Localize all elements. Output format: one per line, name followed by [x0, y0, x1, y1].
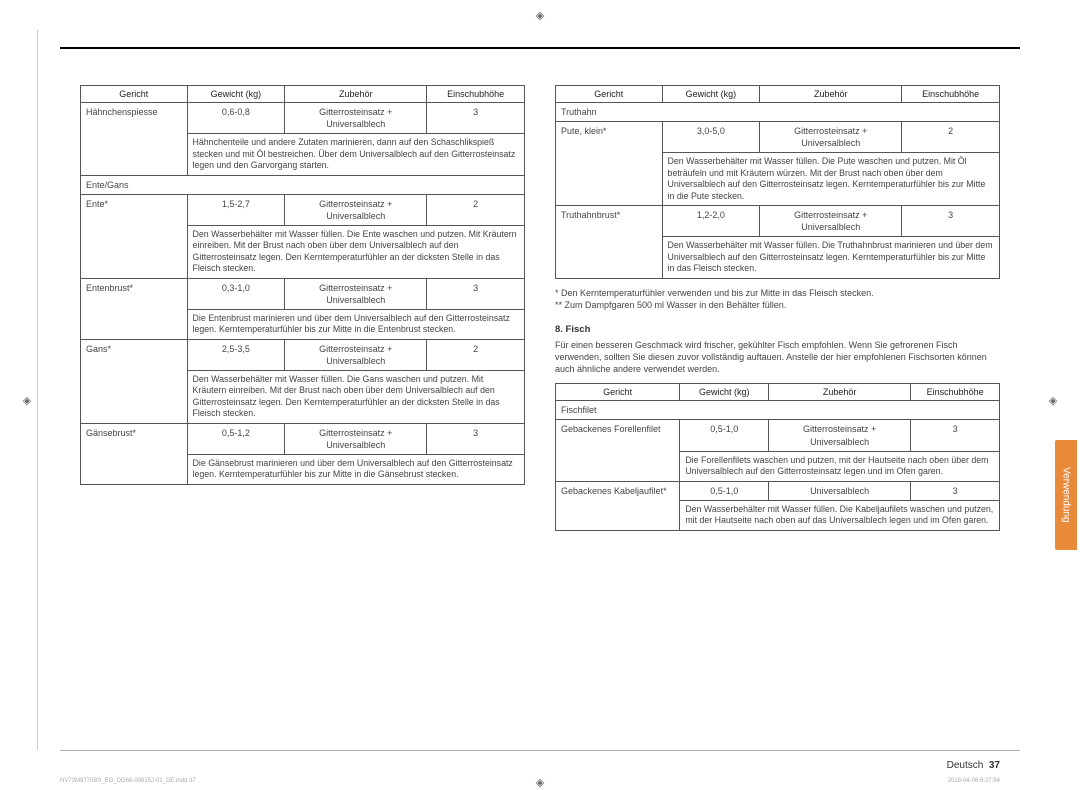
crop-mark-top: ◈ [533, 8, 547, 22]
cell: Gitterrosteinsatz + Universalblech [285, 339, 427, 370]
cell: 0,5-1,0 [680, 481, 769, 500]
cell: 1,5-2,7 [187, 194, 285, 225]
th-dish: Gericht [81, 86, 188, 103]
desc: Den Wasserbehälter mit Wasser füllen. Di… [662, 153, 999, 206]
desc: Die Forellenfilets waschen und putzen, m… [680, 451, 1000, 481]
cell: 0,3-1,0 [187, 278, 285, 309]
cell: 0,6-0,8 [187, 103, 285, 134]
fish-text: Für einen besseren Geschmack wird frisch… [555, 339, 1000, 375]
cell: Gitterrosteinsatz + Universalblech [760, 122, 902, 153]
desc: Den Wasserbehälter mit Wasser füllen. Di… [187, 371, 524, 424]
table-turkey: Gericht Gewicht (kg) Zubehör Einschubhöh… [555, 85, 1000, 279]
crop-mark-left: ◈ [20, 393, 34, 407]
desc: Den Wasserbehälter mit Wasser füllen. Di… [662, 237, 999, 278]
crop-mark-bot: ◈ [533, 775, 547, 789]
cell: Gitterrosteinsatz + Universalblech [760, 206, 902, 237]
section: Ente/Gans [81, 175, 525, 194]
desc: Den Wasserbehälter mit Wasser füllen. Di… [680, 500, 1000, 530]
right-column: Gericht Gewicht (kg) Zubehör Einschubhöh… [555, 85, 1000, 531]
cell: Gitterrosteinsatz + Universalblech [285, 194, 427, 225]
cell: 3 [427, 278, 525, 309]
dish-name: Truthahnbrust* [556, 206, 663, 279]
cell: 2 [902, 122, 1000, 153]
cell: Gitterrosteinsatz + Universalblech [285, 278, 427, 309]
footer-page: 37 [989, 760, 1000, 771]
th-acc: Zubehör [760, 86, 902, 103]
cell: 0,5-1,0 [680, 420, 769, 451]
footer-lang: Deutsch [947, 760, 984, 771]
cell: 3 [427, 423, 525, 454]
dish-name: Ente* [81, 194, 188, 278]
dish-name: Gebackenes Kabeljaufilet* [556, 481, 680, 530]
cell: 1,2-2,0 [662, 206, 760, 237]
left-margin-line [37, 30, 38, 750]
dish-name: Pute, klein* [556, 122, 663, 206]
cell: Universalblech [769, 481, 911, 500]
dish-name: Hähnchenspiesse [81, 103, 188, 176]
cell: 3 [902, 206, 1000, 237]
left-column: Gericht Gewicht (kg) Zubehör Einschubhöh… [80, 85, 525, 531]
page-content: Gericht Gewicht (kg) Zubehör Einschubhöh… [60, 25, 1020, 765]
print-info-right: 2018-04-06 6:27:54 [948, 778, 1000, 784]
footnotes: * Den Kerntemperaturfühler verwenden und… [555, 287, 1000, 312]
desc: Hähnchenteile und andere Zutaten marinie… [187, 134, 524, 175]
th-level: Einschubhöhe [911, 384, 1000, 401]
dish-name: Entenbrust* [81, 278, 188, 339]
page-footer: Deutsch 37 [947, 760, 1000, 771]
th-dish: Gericht [556, 86, 663, 103]
dish-name: Gans* [81, 339, 188, 423]
th-dish: Gericht [556, 384, 680, 401]
dish-name: Gebackenes Forellenfilet [556, 420, 680, 481]
cell: Gitterrosteinsatz + Universalblech [285, 423, 427, 454]
table-poultry: Gericht Gewicht (kg) Zubehör Einschubhöh… [80, 85, 525, 485]
dish-name: Gänsebrust* [81, 423, 188, 484]
note: ** Zum Dampfgaren 500 ml Wasser in den B… [555, 299, 1000, 312]
desc: Die Gänsebrust marinieren und über dem U… [187, 455, 524, 485]
cell: 0,5-1,2 [187, 423, 285, 454]
cell: 3 [911, 420, 1000, 451]
section-tab: Verwendung [1055, 440, 1077, 550]
th-acc: Zubehör [769, 384, 911, 401]
cell: 3 [911, 481, 1000, 500]
fish-heading: 8. Fisch [555, 324, 1000, 335]
cell: 2 [427, 194, 525, 225]
section: Truthahn [556, 103, 1000, 122]
cell: Gitterrosteinsatz + Universalblech [285, 103, 427, 134]
section: Fischfilet [556, 401, 1000, 420]
desc: Die Entenbrust marinieren und über dem U… [187, 309, 524, 339]
cell: 2,5-3,5 [187, 339, 285, 370]
cell: Gitterrosteinsatz + Universalblech [769, 420, 911, 451]
th-weight: Gewicht (kg) [662, 86, 760, 103]
th-level: Einschubhöhe [427, 86, 525, 103]
th-weight: Gewicht (kg) [680, 384, 769, 401]
th-level: Einschubhöhe [902, 86, 1000, 103]
cell: 2 [427, 339, 525, 370]
th-acc: Zubehör [285, 86, 427, 103]
crop-mark-right: ◈ [1046, 393, 1060, 407]
note: * Den Kerntemperaturfühler verwenden und… [555, 287, 1000, 300]
print-info-left: NV73M9770BS_EG_DG68-00615J-01_DE.indd 37 [60, 778, 196, 784]
desc: Den Wasserbehälter mit Wasser füllen. Di… [187, 225, 524, 278]
table-fish: Gericht Gewicht (kg) Zubehör Einschubhöh… [555, 383, 1000, 530]
th-weight: Gewicht (kg) [187, 86, 285, 103]
cell: 3 [427, 103, 525, 134]
cell: 3,0-5,0 [662, 122, 760, 153]
